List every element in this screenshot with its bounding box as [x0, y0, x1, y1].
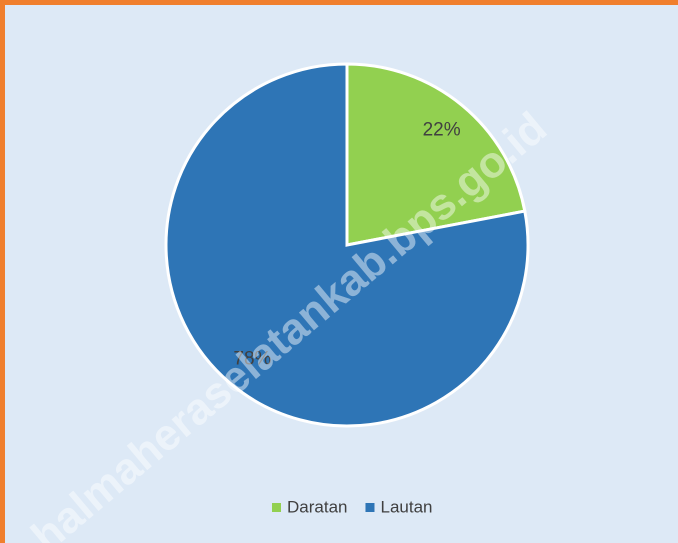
- legend-swatch: [365, 503, 375, 512]
- pie: 22% 78%: [164, 62, 530, 428]
- legend-label: Lautan: [380, 497, 432, 516]
- top-border: [0, 0, 678, 5]
- pie-slice: [345, 62, 527, 247]
- legend-label: Daratan: [287, 497, 347, 516]
- data-label: 22%: [423, 120, 461, 141]
- legend-swatch: [272, 503, 281, 512]
- pie-slice: [164, 62, 530, 428]
- left-border: [0, 0, 5, 543]
- legend: Daratan Lautan: [272, 497, 432, 516]
- data-label: 78%: [233, 348, 271, 369]
